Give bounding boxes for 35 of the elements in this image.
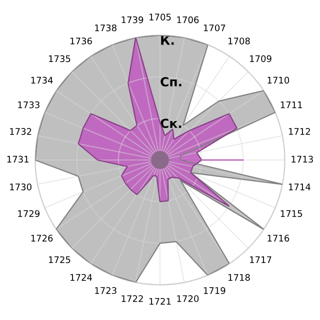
spoke-label: 1738 <box>95 24 116 32</box>
y-tick-label: Сп. <box>160 77 182 86</box>
spoke-label: 1726 <box>31 234 53 242</box>
spoke-label: 1707 <box>204 24 226 32</box>
spoke-label: 1715 <box>280 210 302 218</box>
spoke-label: 1713 <box>292 156 313 163</box>
spoke-label: 1711 <box>280 102 302 108</box>
spoke-label: 1731 <box>7 156 28 163</box>
spoke-label: 1709 <box>250 55 272 62</box>
spoke-label: 1725 <box>48 256 70 264</box>
spoke-label: 1722 <box>122 295 143 302</box>
spoke-label: 1721 <box>150 298 171 305</box>
spoke-label: 1720 <box>177 295 199 302</box>
spoke-label: 1712 <box>288 128 310 135</box>
y-tick-label: Ск. <box>160 118 182 128</box>
spoke-label: 1716 <box>268 234 290 242</box>
y-tick-label: К. <box>161 36 174 45</box>
spoke-label: 1714 <box>288 184 310 190</box>
spoke-label: 1734 <box>31 76 53 84</box>
spoke-label: 1717 <box>250 256 272 264</box>
spoke-label: 1732 <box>10 128 32 135</box>
spoke-label: 1724 <box>70 274 92 281</box>
spoke-label: 1739 <box>122 16 144 24</box>
spoke-label: 1736 <box>70 38 92 44</box>
spoke-label: 1718 <box>228 274 250 281</box>
spoke-label: 1706 <box>177 16 199 24</box>
spoke-label: 1733 <box>18 101 40 108</box>
spoke-label: 1729 <box>18 210 40 218</box>
spoke-label: 1708 <box>228 38 250 44</box>
spoke-label: 1735 <box>48 55 70 62</box>
spoke-label: 1730 <box>10 184 32 190</box>
spoke-label: 1710 <box>268 76 290 84</box>
spoke-label: 1705 <box>150 14 171 20</box>
spoke-label: 1723 <box>95 287 116 294</box>
spoke-label: 1719 <box>204 287 226 294</box>
